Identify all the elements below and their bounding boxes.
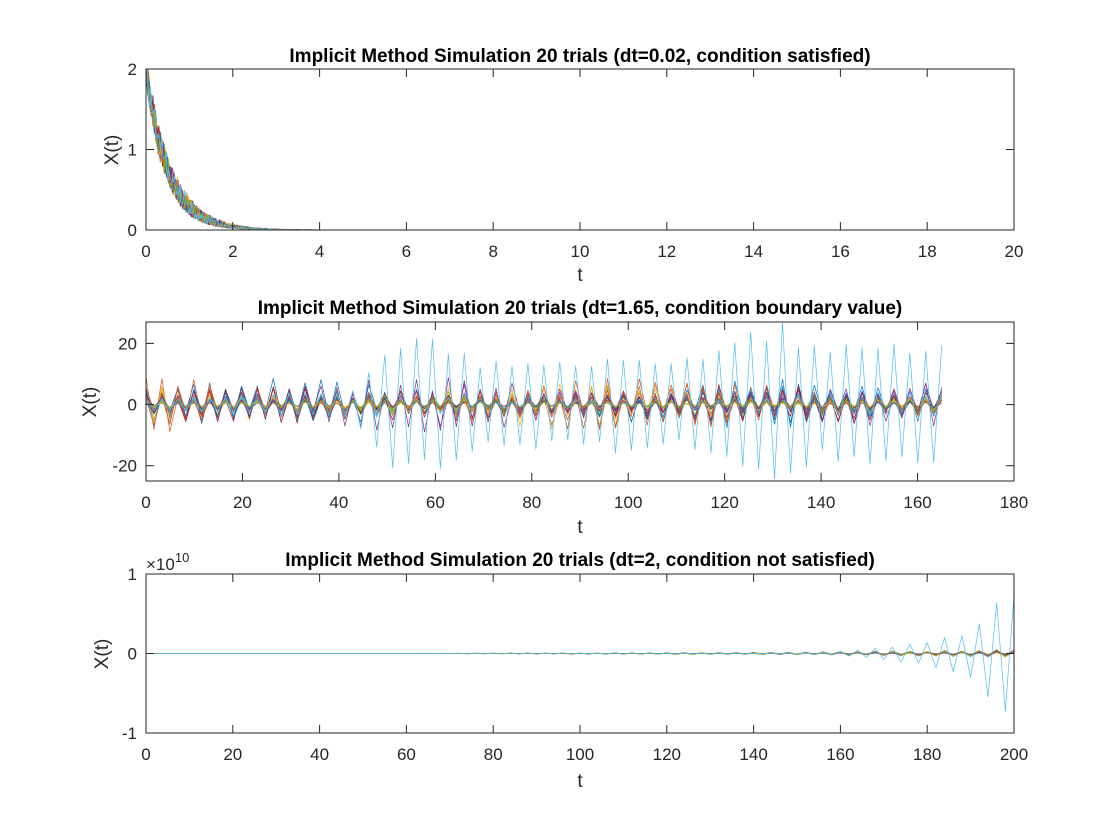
x-tick-label: 16	[831, 242, 850, 261]
subplot-1-y-ticks: 0 1 2	[128, 60, 1014, 240]
subplot-1: Implicit Method Simulation 20 trials (dt…	[102, 46, 1023, 286]
x-tick-label: 80	[484, 745, 503, 764]
subplot-3-y-label: X(t)	[92, 639, 113, 670]
x-tick-label: 6	[402, 242, 411, 261]
series-line	[146, 322, 943, 480]
subplot-2-x-ticks: 0 20 40 60 80 100 120 140 160 180	[141, 322, 1028, 512]
subplot-1-x-ticks: 0 2 4 6 8 10 12 14 16 18 20	[141, 69, 1023, 261]
subplot-2-x-label: t	[577, 517, 583, 538]
subplot-2-axes-frame	[145, 321, 1015, 482]
series-line	[146, 393, 942, 415]
x-tick-label: 0	[141, 493, 150, 512]
x-tick-label: 80	[522, 493, 541, 512]
subplot-2-title: Implicit Method Simulation 20 trials (dt…	[258, 298, 903, 319]
x-tick-label: 0	[141, 745, 150, 764]
x-tick-label: 20	[1005, 242, 1024, 261]
series-line	[146, 395, 942, 415]
x-tick-label: 2	[228, 242, 237, 261]
x-tick-label: 60	[426, 493, 445, 512]
y-tick-label: 0	[128, 645, 137, 664]
subplot-3-title: Implicit Method Simulation 20 trials (dt…	[285, 550, 875, 571]
y-tick-label: -1	[122, 724, 137, 743]
x-tick-label: 100	[614, 493, 642, 512]
subplot-2: Implicit Method Simulation 20 trials (dt…	[80, 298, 1028, 538]
x-tick-label: 160	[826, 745, 854, 764]
subplot-3-y-ticks: -1 0 1	[122, 565, 1014, 743]
x-tick-label: 12	[657, 242, 676, 261]
subplot-1-y-label: X(t)	[102, 135, 123, 166]
subplot-1-x-label: t	[577, 265, 583, 286]
x-tick-label: 140	[739, 745, 767, 764]
y-tick-label: 1	[128, 565, 137, 584]
subplot-3: Implicit Method Simulation 20 trials (dt…	[92, 550, 1028, 792]
x-tick-label: 4	[315, 242, 324, 261]
subplot-2-y-label: X(t)	[80, 387, 101, 418]
x-tick-label: 40	[310, 745, 329, 764]
subplot-3-x-label: t	[577, 771, 583, 792]
x-tick-label: 120	[710, 493, 738, 512]
y-tick-label: 2	[128, 60, 137, 79]
series-line	[146, 385, 942, 423]
subplot-1-title: Implicit Method Simulation 20 trials (dt…	[289, 46, 870, 67]
x-tick-label: 20	[223, 745, 242, 764]
x-tick-label: 40	[329, 493, 348, 512]
x-tick-label: 10	[571, 242, 590, 261]
x-tick-label: 60	[397, 745, 416, 764]
x-tick-label: 200	[1000, 745, 1028, 764]
x-tick-label: 180	[913, 745, 941, 764]
subplot-2-y-ticks: -20 0 20	[112, 334, 1014, 476]
x-tick-label: 100	[566, 745, 594, 764]
x-tick-label: 180	[1000, 493, 1028, 512]
subplot-3-exponent-label: ×1010	[146, 550, 189, 574]
y-tick-label: 20	[118, 334, 137, 353]
y-tick-label: 0	[128, 221, 137, 240]
x-tick-label: 160	[903, 493, 931, 512]
x-tick-label: 14	[744, 242, 763, 261]
x-tick-label: 18	[918, 242, 937, 261]
series-line	[146, 377, 943, 433]
subplot-3-plot-area	[146, 595, 1014, 712]
y-tick-label: 1	[128, 141, 137, 160]
series-line	[146, 595, 1014, 712]
x-tick-label: 120	[653, 745, 681, 764]
x-tick-label: 20	[233, 493, 252, 512]
x-tick-label: 8	[488, 242, 497, 261]
subplot-3-exponent-value: 10	[175, 550, 189, 565]
subplot-3-x-ticks: 0 20 40 60 80 100 120 140 160 180 200	[141, 574, 1028, 764]
x-tick-label: 140	[807, 493, 835, 512]
y-tick-label: -20	[112, 457, 137, 476]
x-tick-label: 0	[141, 242, 150, 261]
subplot-2-plot-area	[146, 322, 943, 480]
y-tick-label: 0	[128, 396, 137, 415]
